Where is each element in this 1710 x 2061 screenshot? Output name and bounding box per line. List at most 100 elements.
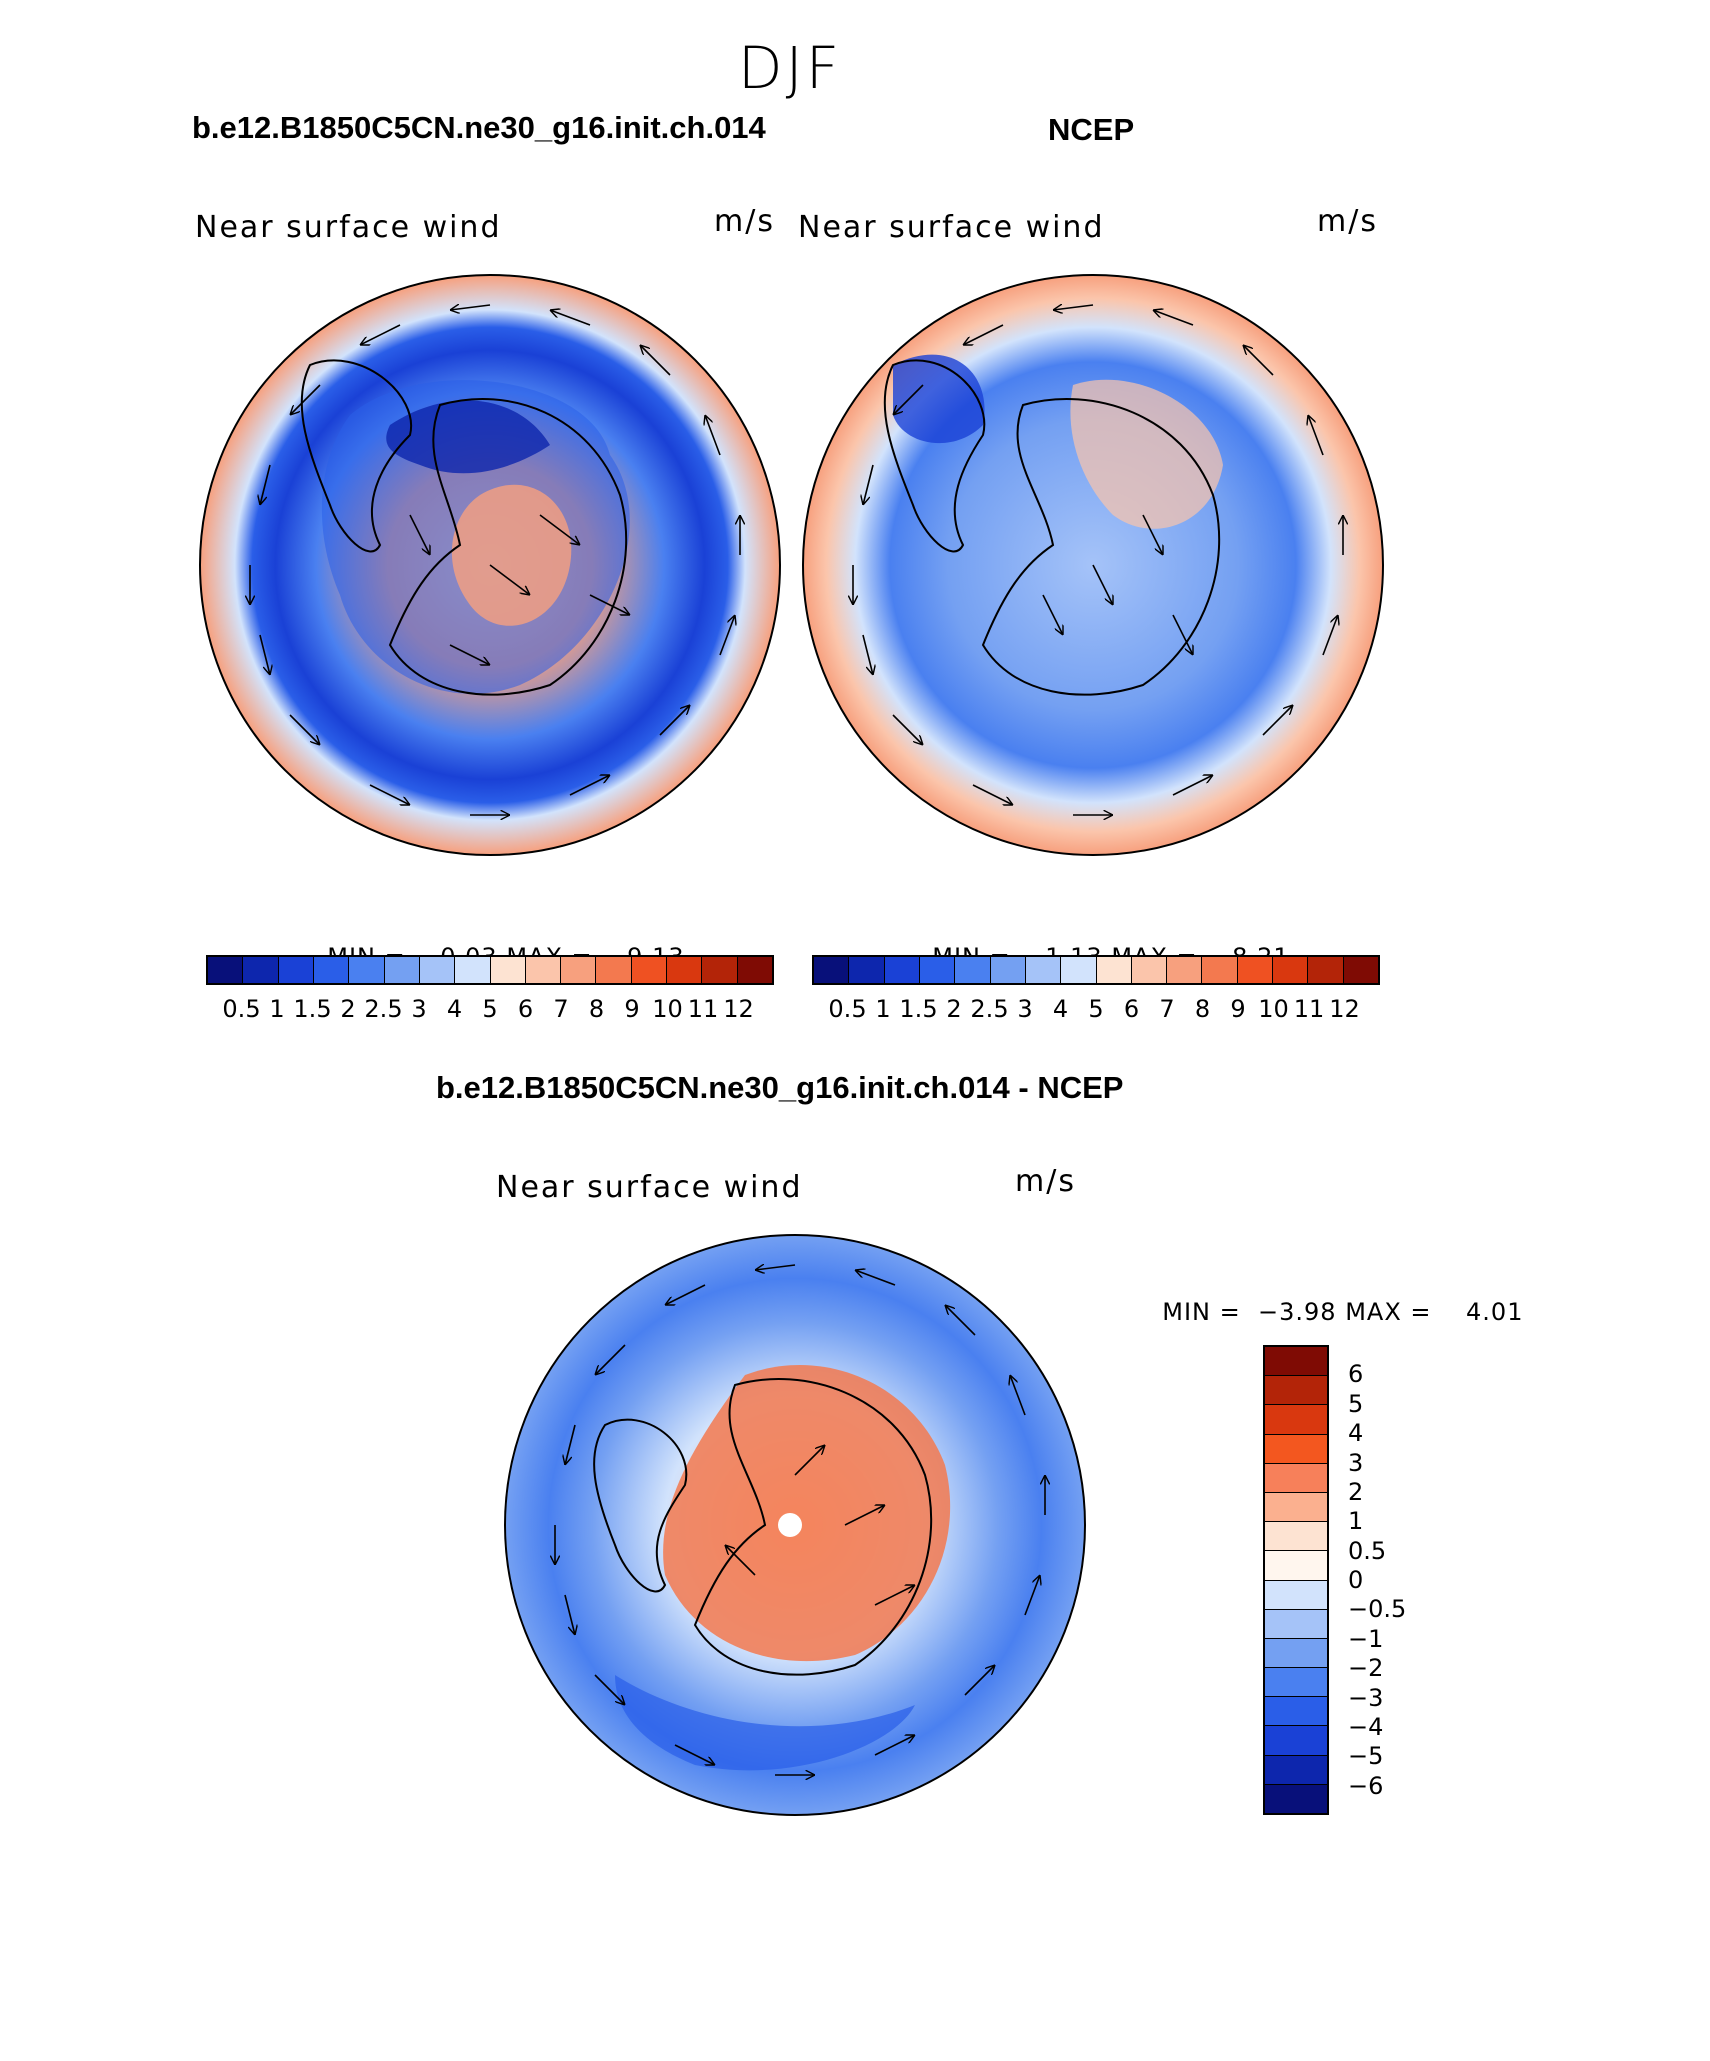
colorbar-tick-label: 4 [1052, 995, 1069, 1023]
panel-1-title: b.e12.B1850C5CN.ne30_g16.init.ch.014 [192, 110, 766, 145]
colorbar-swatch [1265, 1726, 1327, 1756]
panel-2-units-label: m/s [1317, 204, 1378, 239]
colorbar-swatch [1265, 1551, 1327, 1581]
colorbar-swatch [1061, 957, 1097, 983]
colorbar-tick-label: 1 [269, 995, 285, 1023]
colorbar-tick-label: −2 [1348, 1654, 1384, 1683]
panel-3-minmax: MIN = −3.98 MAX = 4.01 [1145, 1270, 1523, 1326]
colorbar-swatch [1265, 1492, 1327, 1523]
colorbar-swatch [919, 957, 956, 983]
colorbar-swatch [1308, 957, 1344, 983]
colorbar-tick-label: 5 [1088, 995, 1104, 1023]
colorbar-tick-label: 11 [687, 995, 719, 1023]
panel-3-max-label: MAX = [1345, 1298, 1432, 1326]
colorbar-swatch [1265, 1609, 1327, 1639]
colorbar-swatch [1131, 957, 1168, 983]
colorbar-swatch [1265, 1522, 1327, 1552]
colorbar-tick-label: −6 [1348, 1771, 1384, 1800]
colorbar-swatch [1265, 1638, 1327, 1669]
colorbar-tick-label: 7 [1159, 995, 1175, 1023]
colorbar-swatch [313, 957, 350, 983]
colorbar-tick-label: 3 [1017, 995, 1033, 1023]
panel-2-title: NCEP [1048, 112, 1135, 147]
colorbar-swatch [490, 957, 526, 983]
panel-3-colorbar [1263, 1345, 1329, 1815]
colorbar-tick-label: 5 [1348, 1389, 1364, 1418]
colorbar-swatch [243, 957, 279, 983]
colorbar-swatch [278, 957, 314, 983]
colorbar-swatch [1265, 1755, 1327, 1785]
colorbar-swatch [702, 957, 738, 983]
colorbar-swatch [1167, 957, 1203, 983]
colorbar-swatch [1237, 957, 1274, 983]
colorbar-tick-label: −4 [1348, 1712, 1384, 1741]
colorbar-tick-label: 4 [446, 995, 463, 1023]
colorbar-swatch [990, 957, 1026, 983]
colorbar-tick-label: 0.5 [828, 995, 867, 1023]
colorbar-tick-label: −1 [1348, 1624, 1384, 1653]
colorbar-tick-label: 10 [652, 995, 683, 1023]
colorbar-tick-label: −5 [1348, 1742, 1384, 1771]
colorbar-swatch [1265, 1434, 1327, 1464]
colorbar-swatch [884, 957, 920, 983]
panel-2-polar-map [802, 274, 1384, 856]
colorbar-tick-label: 6 [517, 995, 534, 1023]
colorbar-tick-label: 1 [1348, 1507, 1364, 1536]
panel-3-title: b.e12.B1850C5CN.ne30_g16.init.ch.014 - N… [436, 1070, 1124, 1105]
colorbar-swatch [737, 957, 772, 983]
panel-1-variable-label: Near surface wind [195, 210, 502, 245]
colorbar-swatch [384, 957, 420, 983]
colorbar-tick-label: −0.5 [1348, 1595, 1407, 1624]
colorbar-tick-label: 3 [1348, 1448, 1364, 1477]
colorbar-tick-label: 3 [411, 995, 427, 1023]
colorbar-swatch [955, 957, 991, 983]
colorbar-swatch [1265, 1376, 1327, 1406]
colorbar-tick-label: 11 [1293, 995, 1325, 1023]
colorbar-tick-label: 1.5 [293, 995, 332, 1023]
colorbar-tick-label: 8 [1194, 995, 1211, 1023]
panel-2-colorbar-ticks: 0.5 1 1.5 2 2.5 3 4 5 6 7 8 9 10 11 12 [812, 995, 1380, 1025]
colorbar-tick-label: 1.5 [899, 995, 938, 1023]
colorbar-swatch [1025, 957, 1062, 983]
panel-3-colorbar-ticks: 6 5 4 3 2 1 0.5 0 −0.5 −1 −2 −3 −4 −5 −6 [1348, 1345, 1428, 1815]
colorbar-tick-label: 8 [588, 995, 605, 1023]
colorbar-tick-label: 0 [1348, 1566, 1364, 1594]
colorbar-swatch [455, 957, 491, 983]
panel-1-units-label: m/s [714, 204, 775, 239]
panel-3-max-value: 4.01 [1466, 1298, 1524, 1326]
panel-1-colorbar-ticks: 0.5 1 1.5 2 2.5 3 4 5 6 7 8 9 10 11 12 [206, 995, 774, 1025]
colorbar-tick-label: 2 [1348, 1477, 1364, 1506]
colorbar-swatch [1265, 1697, 1327, 1727]
colorbar-tick-label: 6 [1348, 1360, 1364, 1389]
colorbar-swatch [849, 957, 885, 983]
colorbar-swatch [1265, 1784, 1327, 1813]
colorbar-swatch [667, 957, 703, 983]
colorbar-tick-label: 10 [1258, 995, 1289, 1023]
colorbar-tick-label: 1 [875, 995, 891, 1023]
panel-1-polar-map [199, 274, 781, 856]
colorbar-tick-label: 12 [723, 995, 754, 1023]
colorbar-tick-label: 4 [1348, 1419, 1364, 1448]
colorbar-tick-label: 12 [1329, 995, 1360, 1023]
colorbar-swatch [525, 957, 562, 983]
colorbar-swatch [1343, 957, 1378, 983]
colorbar-tick-label: 6 [1123, 995, 1140, 1023]
panel-3-variable-label: Near surface wind [496, 1170, 803, 1205]
colorbar-swatch [1265, 1347, 1327, 1377]
panel-3-min-value: −3.98 [1258, 1298, 1337, 1326]
colorbar-swatch [596, 957, 632, 983]
panel-2-variable-label: Near surface wind [798, 210, 1105, 245]
panel-3-polar-map [504, 1234, 1086, 1816]
colorbar-swatch [1265, 1668, 1327, 1698]
colorbar-swatch [1265, 1405, 1327, 1435]
main-title: DJF [737, 34, 843, 102]
panel-3-min-label: MIN = [1162, 1298, 1241, 1326]
panel-2-colorbar [812, 955, 1380, 985]
colorbar-swatch [349, 957, 385, 983]
colorbar-tick-label: 5 [482, 995, 498, 1023]
colorbar-tick-label: 0.5 [1348, 1536, 1387, 1565]
colorbar-tick-label: 9 [1230, 995, 1246, 1023]
colorbar-swatch [208, 957, 244, 983]
colorbar-swatch [1265, 1580, 1327, 1610]
colorbar-swatch [1096, 957, 1132, 983]
